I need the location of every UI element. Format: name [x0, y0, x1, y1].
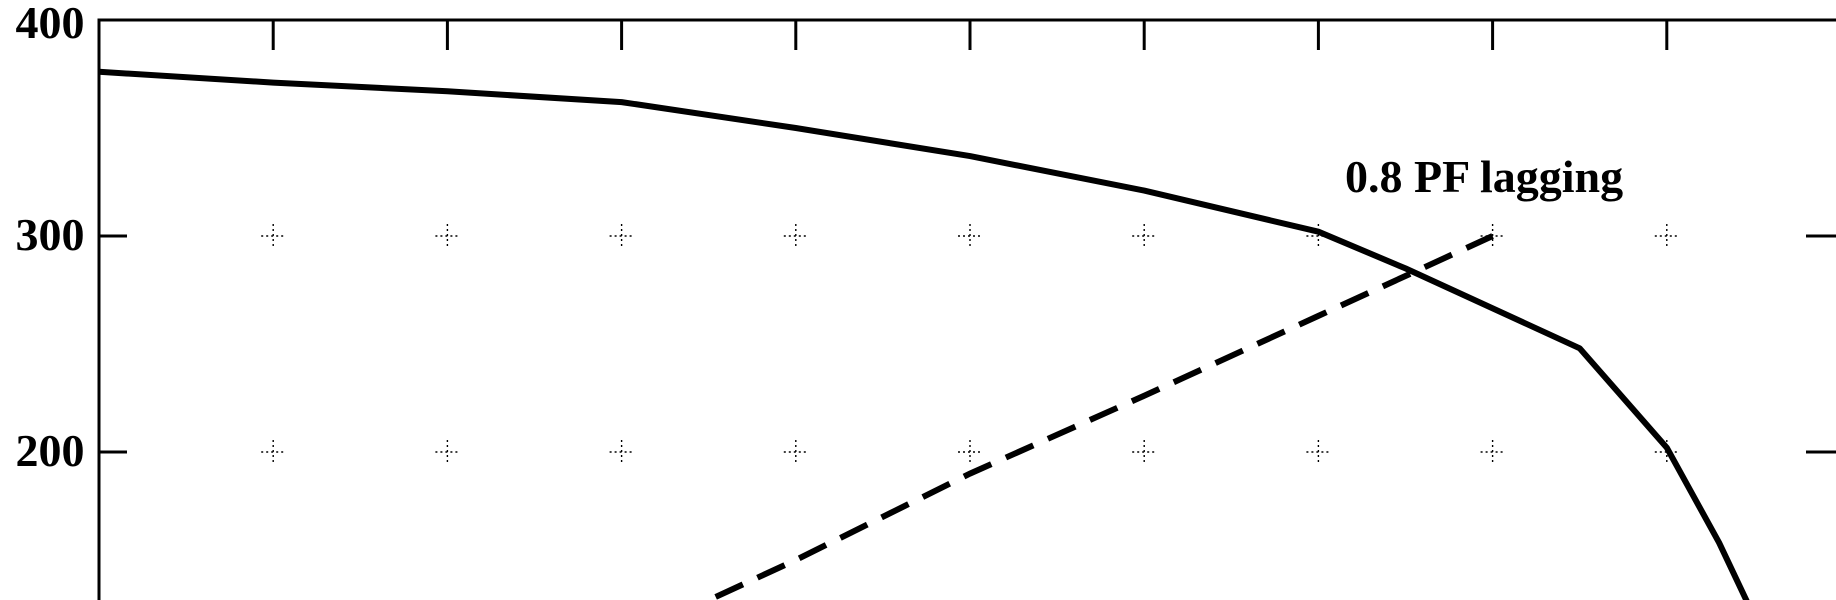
tick-labels: 400 300 200 [16, 0, 85, 476]
y-tick-label-200: 200 [16, 425, 85, 476]
annotation-pf-lagging: 0.8 PF lagging [1345, 151, 1623, 202]
y-tick-label-400: 400 [16, 0, 85, 48]
series-line-pf-lagging [701, 233, 1494, 600]
y-tick-label-300: 300 [16, 209, 85, 260]
grid-marks [261, 224, 1679, 464]
series-layer [98, 68, 1750, 600]
series-line-characteristic [98, 68, 1750, 600]
plot-frame [97, 18, 1836, 600]
